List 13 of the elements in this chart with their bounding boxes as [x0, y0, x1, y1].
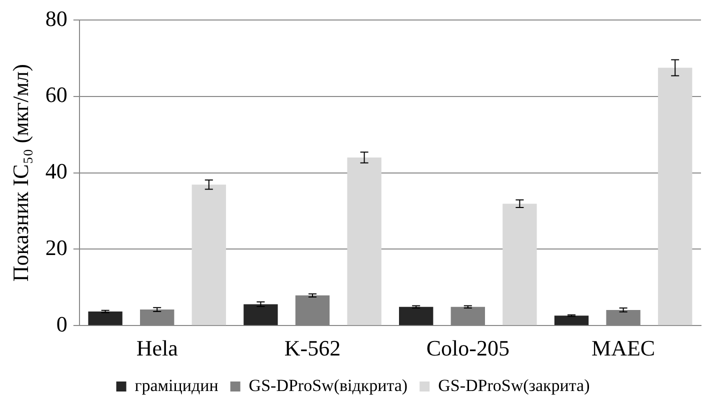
- legend-label: грамiцидин: [134, 376, 218, 395]
- y-tick-label: 40: [45, 158, 68, 184]
- y-tick-label: 60: [45, 82, 68, 108]
- x-tick-label: K-562: [284, 336, 341, 361]
- y-tick-label: 80: [45, 6, 68, 31]
- legend-label: GS-DProSw(закрита): [438, 376, 590, 395]
- y-tick-label: 0: [56, 311, 68, 336]
- x-tick-label: MAEC: [592, 336, 656, 361]
- y-axis-title: Показник IC₅₀ (мкг/мл): [8, 64, 33, 282]
- legend-label: GS-DProSw(вiдкрита): [248, 376, 408, 395]
- y-tick-label: 20: [45, 234, 68, 260]
- x-tick-label: Colo-205: [426, 336, 510, 361]
- x-tick-label: Hela: [136, 336, 178, 361]
